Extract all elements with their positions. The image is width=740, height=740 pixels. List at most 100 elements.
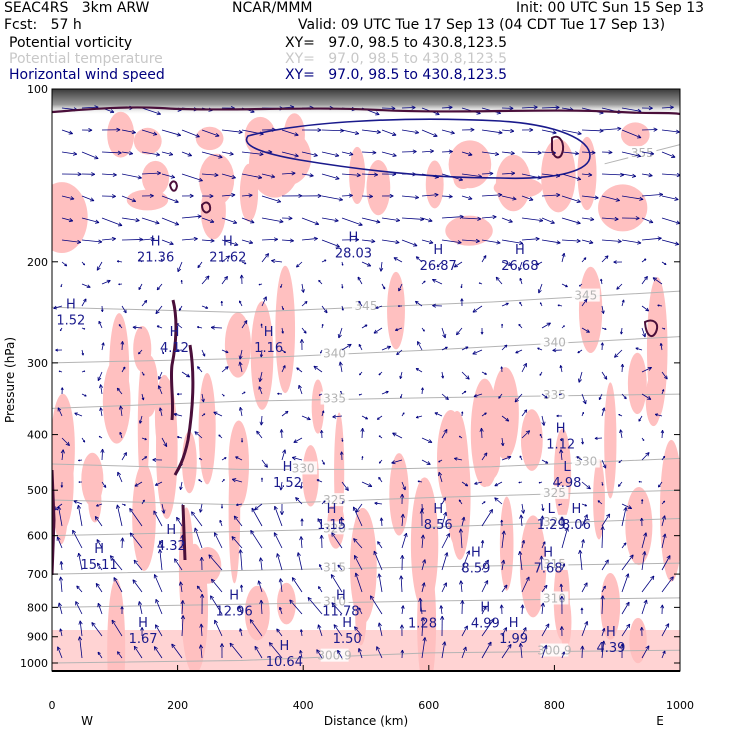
- wind-vector: [501, 217, 513, 223]
- wind-arrowhead: [374, 172, 379, 177]
- wind-vector: [138, 283, 143, 290]
- wind-vector: [521, 540, 525, 549]
- wind-vector: [561, 195, 581, 203]
- wind-vector: [391, 459, 403, 464]
- wind-arrowhead: [660, 604, 665, 609]
- wind-arrowhead: [614, 216, 619, 222]
- wind-vector: [301, 415, 311, 420]
- wind-vector: [501, 627, 507, 637]
- wind-arrowhead: [510, 128, 515, 133]
- wind-arrowhead: [420, 534, 425, 539]
- wind-vector: [461, 481, 468, 487]
- wind-vector: [461, 173, 482, 177]
- wind-vector: [361, 324, 368, 329]
- wind-arrowhead: [643, 275, 648, 281]
- wind-arrowhead: [53, 305, 58, 310]
- wind-vector: [601, 595, 604, 615]
- wind-vector: [76, 585, 83, 593]
- wind-vector: [581, 151, 596, 154]
- wind-vector: [601, 217, 619, 220]
- wind-vector: [101, 481, 107, 488]
- wind-vector: [133, 645, 143, 659]
- wind-arrowhead: [604, 559, 609, 564]
- wind-vector: [561, 563, 565, 571]
- wind-vector: [421, 534, 424, 549]
- wind-arrowhead: [132, 325, 137, 330]
- wind-arrowhead: [461, 516, 466, 521]
- wind-arrowhead: [460, 286, 463, 289]
- wind-vector: [231, 536, 243, 549]
- wind-arrowhead: [635, 216, 640, 221]
- wind-arrowhead: [65, 441, 70, 446]
- wind-arrowhead: [128, 151, 134, 156]
- wind-vector: [441, 533, 450, 549]
- wind-vector: [481, 428, 483, 439]
- wind-arrowhead: [555, 105, 560, 110]
- wind-arrowhead: [279, 511, 285, 516]
- wind-arrowhead: [153, 510, 158, 515]
- wind-arrowhead: [419, 509, 424, 514]
- wind-arrowhead: [581, 441, 584, 445]
- wind-extreme-value: 15.11: [80, 558, 117, 573]
- wind-extreme-value: 7.68: [534, 561, 563, 576]
- wind-arrowhead: [338, 197, 343, 202]
- wind-arrowhead: [238, 406, 243, 411]
- pv-shade-blob: [194, 547, 222, 584]
- wind-arrowhead: [200, 593, 205, 598]
- pv-shade-blob: [244, 116, 276, 156]
- wind-vector: [239, 349, 243, 360]
- wind-max-marker: H: [279, 639, 289, 654]
- wind-vector: [221, 129, 243, 133]
- wind-vector: [261, 296, 267, 307]
- wind-vector: [313, 365, 323, 373]
- y-tick-label: 1000: [20, 657, 48, 670]
- wind-arrowhead: [604, 255, 609, 260]
- wind-arrowhead: [400, 493, 405, 498]
- wind-arrowhead: [353, 538, 358, 543]
- wind-vector: [601, 371, 608, 380]
- wind-vector: [641, 173, 653, 177]
- wind-vector: [481, 559, 489, 571]
- wind-vector: [181, 600, 184, 615]
- wind-vector: [221, 366, 229, 373]
- wind-min-marker: L: [419, 600, 427, 615]
- wind-vector: [81, 239, 103, 243]
- wind-vector: [138, 601, 143, 615]
- wind-arrowhead: [464, 483, 469, 487]
- wind-arrowhead: [225, 255, 230, 260]
- wind-arrowhead: [341, 440, 344, 442]
- wind-arrowhead: [556, 414, 559, 418]
- wind-arrowhead: [543, 584, 548, 589]
- wind-vector: [392, 432, 403, 439]
- wind-vector: [501, 559, 505, 571]
- wind-arrowhead: [653, 127, 658, 132]
- wind-vector: [501, 437, 504, 446]
- wind-vector: [159, 549, 163, 571]
- wind-arrowhead: [505, 417, 510, 422]
- wind-vector: [561, 173, 582, 180]
- wind-arrowhead: [642, 439, 645, 441]
- theta-label-bg: [540, 485, 569, 499]
- wind-vector: [292, 457, 303, 461]
- wind-arrowhead: [614, 353, 619, 358]
- wind-arrowhead: [376, 129, 381, 134]
- wind-vector: [159, 407, 163, 417]
- wind-vector: [261, 253, 269, 263]
- wind-arrowhead: [518, 323, 521, 327]
- wind-vector: [641, 575, 655, 593]
- wind-arrowhead: [519, 277, 523, 281]
- theta-label-bg: [540, 335, 569, 349]
- wind-arrowhead: [239, 300, 242, 304]
- wind-arrowhead: [202, 353, 206, 357]
- wind-vector: [280, 578, 283, 593]
- wind-max-marker: H: [283, 460, 293, 475]
- wind-arrowhead: [277, 392, 280, 395]
- wind-arrowhead: [199, 623, 204, 628]
- wind-arrowhead: [494, 497, 499, 502]
- wind-arrowhead: [214, 619, 218, 625]
- wind-arrowhead: [559, 365, 563, 369]
- wind-vector: [621, 299, 625, 307]
- wind-vector: [301, 217, 319, 225]
- wind-vector: [395, 327, 403, 331]
- wind-vector: [601, 255, 609, 263]
